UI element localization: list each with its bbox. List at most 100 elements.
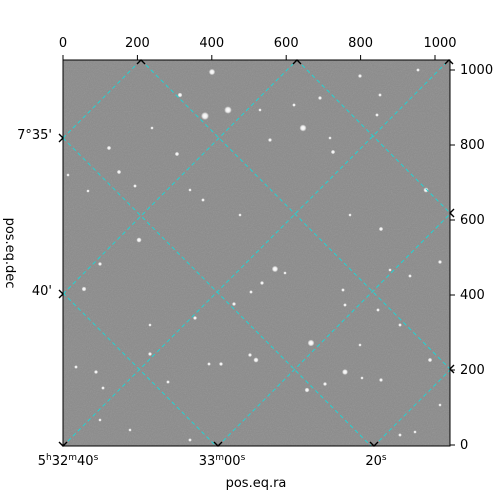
top-tick-label: 400 — [199, 36, 224, 51]
right-tick-label: 400 — [460, 288, 485, 303]
star — [136, 237, 142, 243]
star — [150, 126, 154, 130]
dec-tick-label: 7°35' — [17, 128, 52, 143]
image-area — [63, 60, 450, 446]
ra-tick — [369, 441, 379, 447]
ra-tick-top — [444, 59, 454, 65]
grid-line — [373, 369, 450, 446]
star — [224, 106, 232, 114]
star — [376, 308, 380, 312]
star — [193, 316, 197, 320]
ra-tick-top — [136, 59, 146, 65]
ra-tick — [58, 441, 68, 447]
star — [232, 302, 236, 306]
star — [188, 188, 192, 192]
star — [348, 213, 352, 217]
right-tick-label: 1000 — [460, 63, 493, 78]
star — [219, 362, 223, 366]
top-tick-label: 1000 — [423, 36, 456, 51]
star — [388, 268, 392, 272]
star — [378, 93, 382, 97]
ra-tick-label: 20s — [365, 453, 387, 469]
star — [416, 68, 420, 72]
star-field — [66, 68, 442, 442]
right-tick-label: 200 — [460, 363, 485, 378]
star — [438, 260, 442, 264]
star — [318, 96, 322, 100]
star — [148, 323, 152, 327]
grid-line — [296, 60, 450, 214]
star — [330, 149, 336, 155]
grid-line — [63, 60, 298, 295]
dec-tick-right — [449, 364, 455, 374]
star — [74, 365, 78, 369]
star — [101, 386, 105, 390]
ra-tick-label: 33m00s — [199, 453, 246, 469]
star — [413, 430, 417, 434]
star — [378, 226, 384, 232]
star — [341, 288, 345, 292]
star — [106, 145, 112, 151]
star — [398, 433, 402, 437]
star — [358, 74, 362, 78]
star — [116, 169, 122, 175]
star — [343, 303, 347, 307]
top-tick-labels: 0 200 400 600 800 1000 — [59, 36, 457, 51]
right-tick-labels: 0 200 400 600 800 1000 — [460, 63, 493, 453]
star — [358, 343, 362, 347]
grid-line — [63, 137, 372, 446]
star — [260, 281, 264, 285]
star — [249, 290, 253, 294]
star — [207, 362, 211, 366]
dec-tick — [58, 133, 64, 143]
star — [375, 113, 379, 117]
star — [328, 136, 332, 140]
star — [398, 323, 402, 327]
ra-tick — [213, 441, 223, 447]
plot-frame — [62, 59, 451, 447]
dec-tick-right — [449, 208, 455, 218]
dec-tick-label: 40' — [32, 284, 52, 299]
star — [258, 108, 262, 112]
star — [66, 173, 70, 177]
grid-line — [63, 292, 217, 446]
grid-line — [63, 60, 142, 139]
star — [271, 265, 279, 273]
star — [283, 271, 287, 275]
star — [166, 380, 170, 384]
star — [304, 387, 310, 393]
right-tick-label: 800 — [460, 138, 485, 153]
star — [201, 198, 205, 202]
star — [86, 189, 90, 193]
grid-line — [140, 60, 450, 370]
star — [307, 339, 315, 347]
ra-tick-top — [292, 59, 302, 65]
world-ticks — [58, 59, 455, 447]
x-axis-title: pos.eq.ra — [226, 476, 287, 491]
star — [201, 112, 209, 120]
top-tick-label: 800 — [348, 36, 373, 51]
star — [128, 428, 132, 432]
dec-tick — [58, 289, 64, 299]
star — [360, 376, 364, 380]
top-tick-label: 200 — [125, 36, 150, 51]
top-tick-label: 0 — [59, 36, 67, 51]
star — [408, 274, 412, 278]
star — [98, 418, 102, 422]
star — [98, 262, 102, 266]
star — [208, 68, 216, 76]
coordinate-grid — [63, 60, 450, 446]
y-axis-title: pos.eq.dec — [2, 218, 17, 289]
grid-line — [217, 213, 450, 446]
star — [174, 151, 180, 157]
star — [427, 357, 433, 363]
right-tick-label: 0 — [460, 438, 468, 453]
right-tick-label: 600 — [460, 213, 485, 228]
star — [268, 138, 272, 142]
star — [94, 370, 98, 374]
star — [133, 184, 137, 188]
star — [238, 213, 242, 217]
star — [379, 378, 383, 382]
star — [292, 103, 296, 107]
